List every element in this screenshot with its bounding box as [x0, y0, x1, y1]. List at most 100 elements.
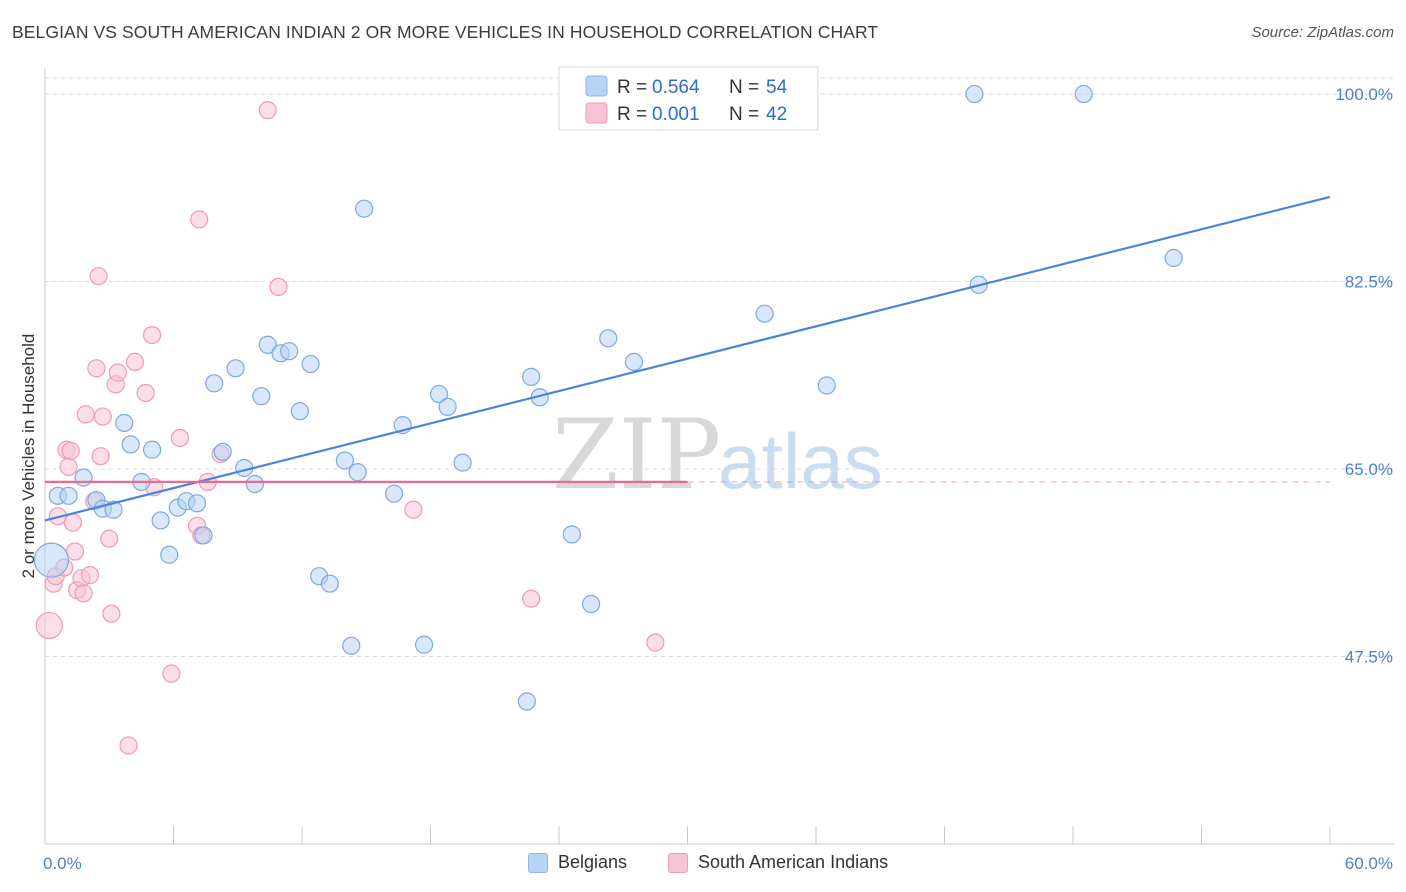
data-point [35, 611, 63, 640]
data-point [280, 342, 299, 361]
legend-swatch-south-american-indians [585, 102, 608, 124]
data-point [100, 529, 119, 548]
data-point [301, 354, 320, 374]
data-point [290, 402, 309, 421]
data-point [91, 447, 110, 466]
data-point [125, 352, 145, 372]
data-point [817, 376, 836, 395]
data-point [348, 463, 367, 482]
data-point [646, 633, 665, 652]
data-point [76, 405, 95, 424]
data-point [404, 500, 423, 519]
y-tick-label: 82.5% [1345, 273, 1393, 292]
series-legend: Belgians South American Indians [0, 852, 1406, 878]
legend-label-belgians: Belgians [558, 852, 628, 872]
data-point [160, 545, 179, 564]
watermark: ZIP atlas [552, 399, 883, 511]
data-point [93, 407, 112, 426]
data-point [33, 542, 70, 578]
x-tick-labels: 0.0% 60.0% [43, 854, 1393, 873]
data-point [80, 565, 100, 585]
data-point [187, 494, 207, 513]
y-tick-labels: 47.5% 65.0% 82.5% 100.0% [1335, 85, 1393, 666]
data-point [142, 440, 162, 459]
data-point [599, 329, 618, 348]
data-point [74, 584, 93, 603]
legend-n-label: N = [729, 104, 759, 125]
data-point [522, 589, 541, 608]
y-tick-label: 100.0% [1335, 85, 1393, 104]
data-point [252, 387, 271, 406]
data-point [1074, 84, 1093, 104]
x-tick-label: 0.0% [43, 854, 82, 873]
data-point [438, 397, 457, 416]
chart-title: BELGIAN VS SOUTH AMERICAN INDIAN 2 OR MO… [12, 22, 879, 42]
data-point [582, 594, 601, 614]
data-point [104, 500, 123, 519]
data-point [205, 374, 224, 393]
grid-lines [45, 77, 1395, 658]
legend-swatch-belgians [585, 75, 608, 97]
source-label: Source: ZipAtlas.com [1251, 24, 1394, 41]
data-point [453, 453, 472, 472]
data-point [190, 210, 209, 229]
data-point [258, 101, 277, 120]
data-point [65, 542, 85, 561]
data-point [335, 451, 354, 470]
data-point [108, 363, 127, 382]
watermark-atlas: atlas [718, 417, 883, 505]
data-point [102, 604, 121, 623]
data-point [269, 277, 288, 297]
legend-n-value-belgians: 54 [766, 77, 788, 98]
data-point [355, 199, 374, 218]
legend-r-label: R = [617, 77, 647, 98]
data-point [245, 474, 264, 494]
data-point [194, 526, 213, 545]
correlation-legend: R = 0.564 N = 54 R = 0.001 N = 42 [558, 66, 819, 131]
legend-r-value-south-american-indians: 0.001 [652, 104, 700, 125]
legend-item-south-american-indians: South American Indians [668, 852, 888, 873]
legend-n-value-south-american-indians: 42 [766, 104, 787, 125]
watermark-zip: ZIP [552, 399, 721, 511]
data-point [517, 692, 536, 711]
data-point [74, 468, 93, 487]
data-point [63, 513, 82, 532]
data-point [414, 635, 434, 654]
x-tick-label: 60.0% [1345, 854, 1393, 873]
data-point [170, 428, 190, 448]
y-tick-label: 47.5% [1345, 648, 1393, 667]
data-point [384, 484, 404, 503]
data-point [136, 383, 155, 403]
data-point [624, 352, 644, 372]
legend-swatch-south-american-indians [668, 852, 688, 873]
trend-lines [44, 195, 1331, 522]
data-point [59, 486, 78, 505]
data-point [61, 441, 80, 460]
data-point [213, 442, 232, 461]
data-point [429, 384, 449, 404]
legend-item-belgians: Belgians [528, 852, 627, 873]
data-point [258, 335, 277, 354]
legend-r-label: R = [617, 104, 647, 125]
data-point [755, 304, 774, 323]
data-point [162, 664, 181, 683]
data-point [89, 267, 108, 286]
data-point [226, 359, 245, 378]
data-point [115, 413, 134, 433]
data-point [142, 326, 162, 345]
legend-label-south-american-indians: South American Indians [698, 852, 889, 872]
data-point [119, 736, 138, 755]
data-point [87, 359, 106, 378]
data-point [59, 457, 78, 476]
data-point [342, 636, 361, 655]
data-point [121, 435, 140, 454]
y-axis-label: 2 or more Vehicles in Household [19, 334, 38, 579]
data-point [965, 84, 984, 104]
data-point [522, 367, 541, 387]
y-tick-label: 65.0% [1345, 460, 1393, 479]
legend-n-label: N = [729, 77, 759, 98]
data-point [320, 574, 339, 593]
legend-r-value-belgians: 0.564 [652, 77, 700, 98]
belgians-trend-line [44, 195, 1331, 522]
